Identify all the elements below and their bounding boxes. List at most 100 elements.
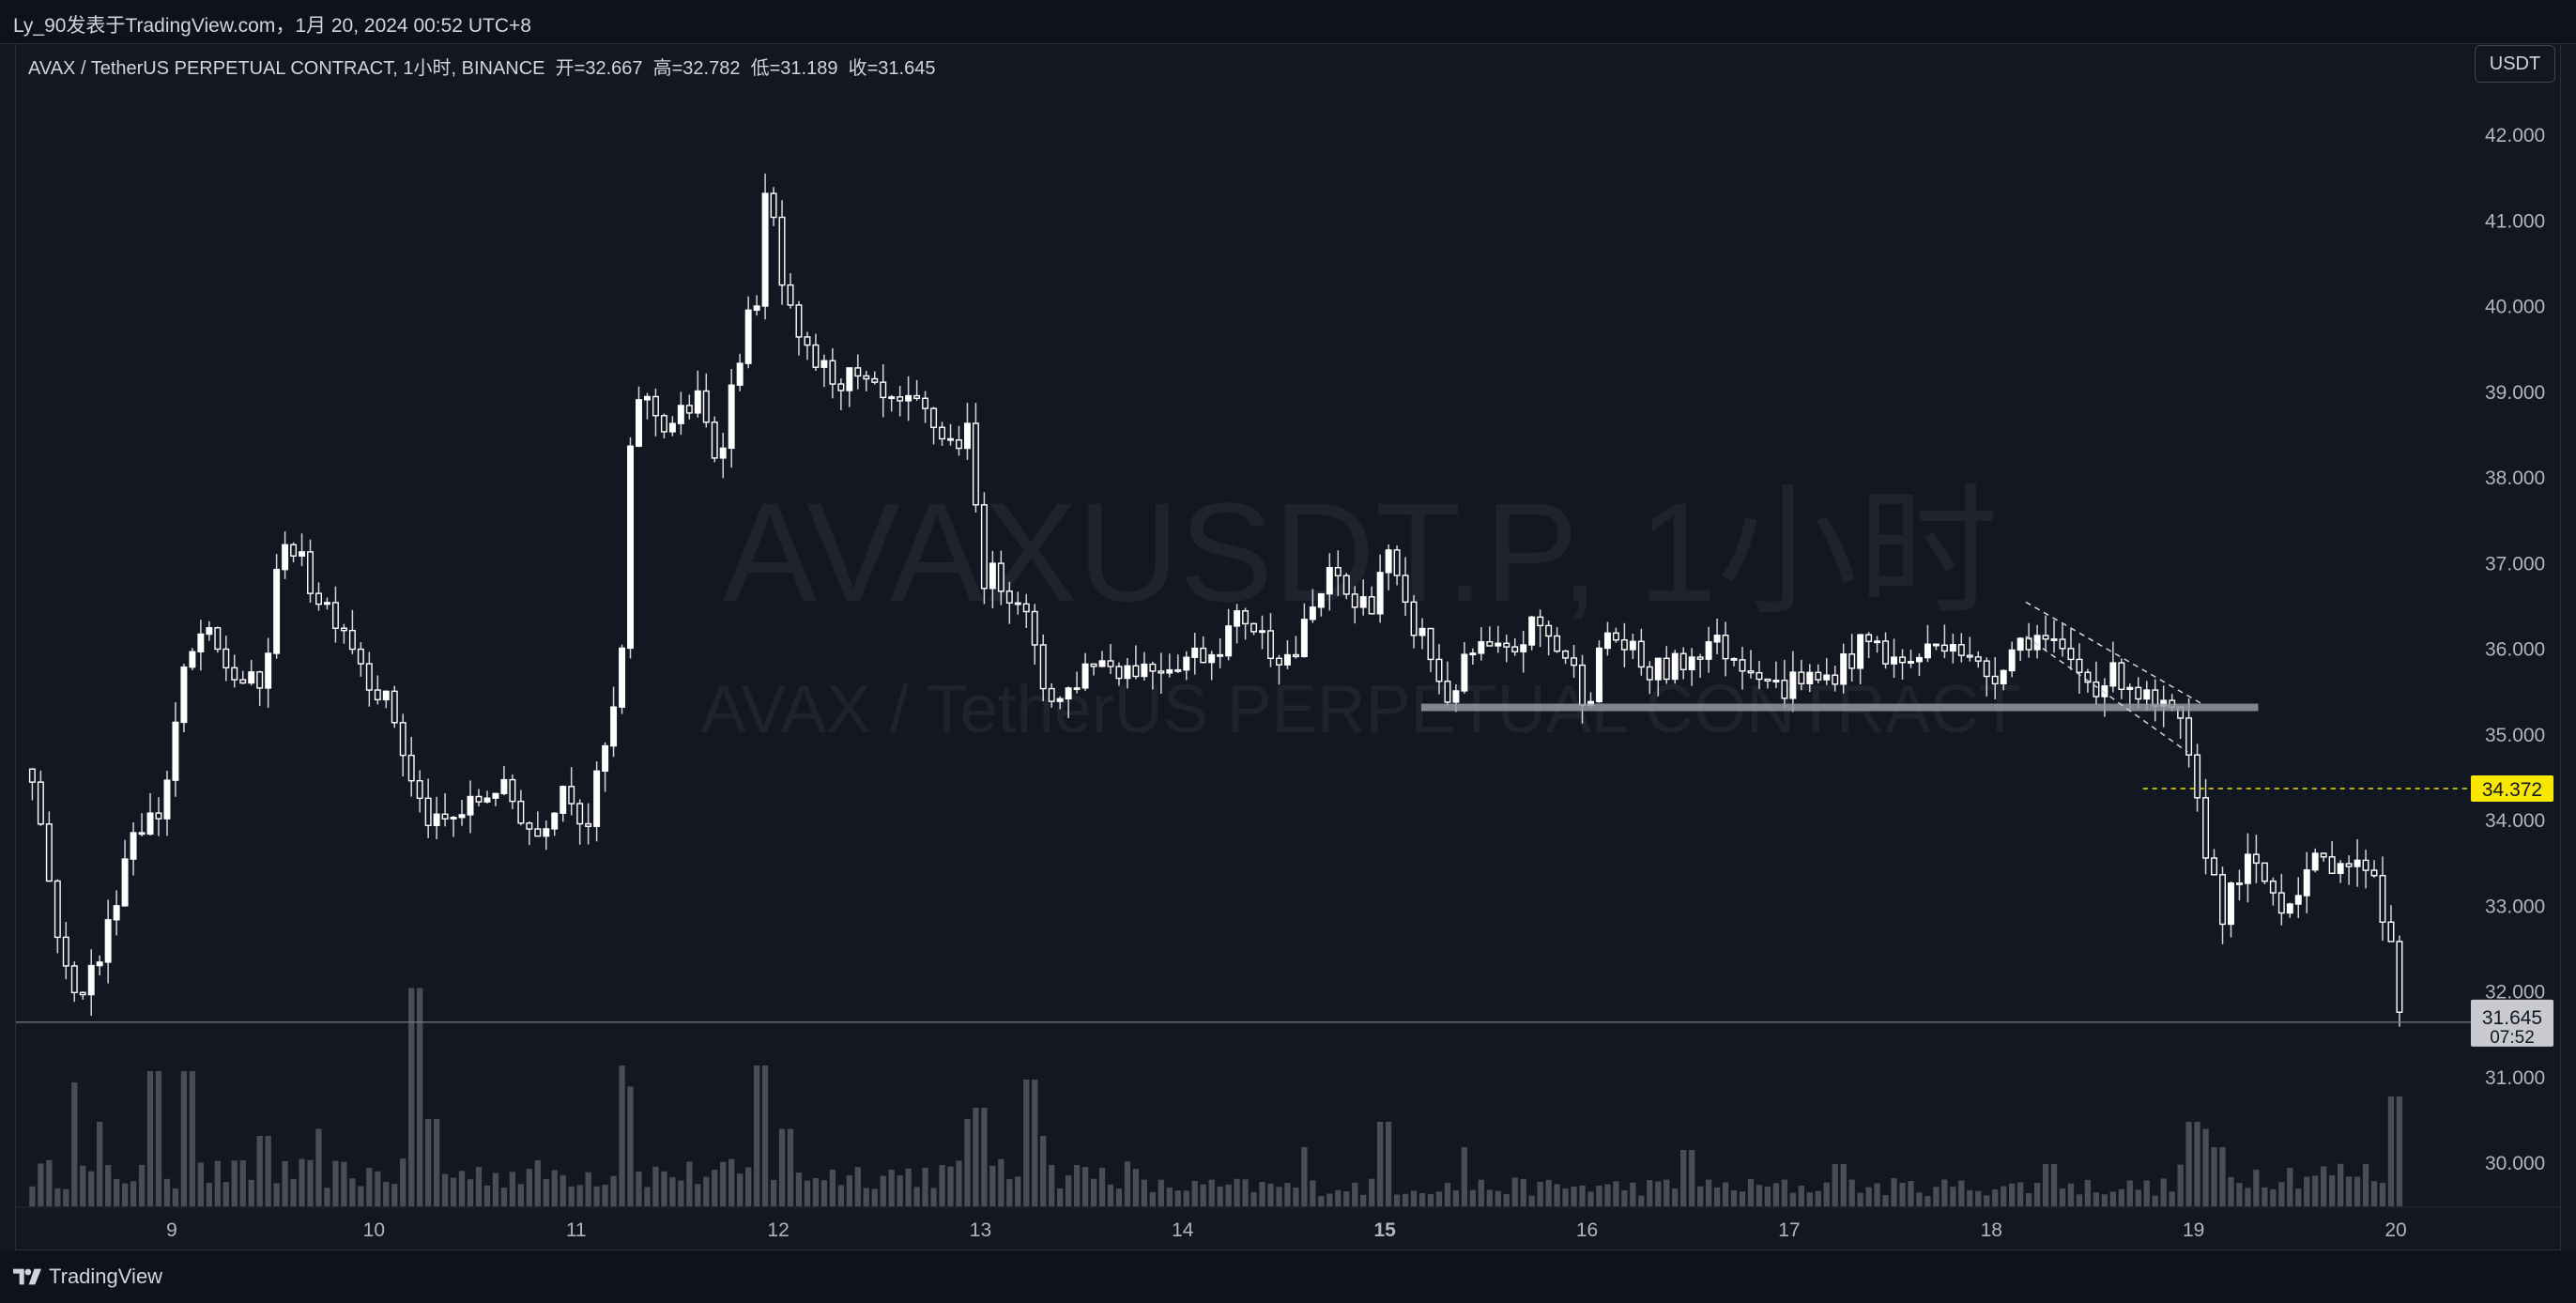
candle-up — [2143, 689, 2151, 700]
candle-down — [1848, 653, 1856, 669]
volume-bar — [1865, 1187, 1872, 1206]
volume-bar — [1941, 1179, 1948, 1206]
volume-bar — [1335, 1189, 1342, 1206]
candle-down — [1637, 640, 1645, 668]
volume-bar — [1259, 1182, 1265, 1206]
volume-bar — [1242, 1179, 1249, 1206]
candle-down — [509, 778, 516, 803]
candle-up — [1469, 652, 1477, 656]
candle-down — [972, 422, 979, 506]
currency-unit-button[interactable]: USDT — [2475, 45, 2555, 83]
volume-bar — [837, 1185, 844, 1206]
volume-bar — [315, 1128, 322, 1206]
candle-up — [2286, 903, 2293, 914]
candle-up — [483, 797, 491, 803]
candle-down — [2235, 882, 2243, 885]
candle-up — [172, 721, 179, 781]
candle-up — [736, 362, 744, 386]
volume-bar — [1444, 1182, 1451, 1206]
volume-bar — [1023, 1080, 1030, 1206]
volume-bar — [256, 1136, 263, 1206]
candle-up — [963, 422, 971, 450]
volume-bar — [1747, 1178, 1755, 1206]
price-tick-label: 32.000 — [2485, 982, 2545, 1004]
volume-bar — [2185, 1122, 2192, 1206]
candle-down — [1882, 640, 1890, 665]
volume-bar — [1638, 1195, 1645, 1206]
volume-bar — [433, 1119, 440, 1206]
volume-bar — [1250, 1191, 1257, 1206]
candle-down — [1554, 635, 1561, 652]
symbol-legend[interactable]: AVAX / TetherUS PERPETUAL CONTRACT, 1小时,… — [28, 53, 935, 80]
candle-down — [1798, 671, 1805, 684]
candlesticks — [28, 173, 2403, 1027]
volume-bar — [2033, 1183, 2041, 1206]
candle-down — [871, 377, 879, 383]
volume-bar — [1418, 1193, 1426, 1206]
volume-bar — [1310, 1180, 1316, 1206]
candle-up — [1891, 656, 1898, 665]
symbol-description[interactable]: AVAX / TetherUS PERPETUAL CONTRACT, 1小时,… — [28, 58, 545, 79]
candle-down — [997, 562, 1004, 592]
volume-bar — [551, 1170, 558, 1206]
volume-bar — [695, 1184, 701, 1206]
volume-bar — [88, 1171, 95, 1206]
volume-bar — [1293, 1188, 1299, 1206]
volume-bar — [63, 1188, 69, 1206]
tradingview-logo[interactable]: TradingView — [13, 1264, 162, 1290]
candle-up — [1065, 687, 1072, 700]
candle-up — [1949, 644, 1956, 652]
candle-down — [1393, 549, 1401, 576]
volume-bar — [922, 1167, 928, 1206]
volume-bar — [2354, 1176, 2361, 1206]
volume-bar — [2042, 1164, 2049, 1206]
candle-down — [702, 390, 710, 423]
volume-bar — [753, 1065, 760, 1206]
volume-bar — [1369, 1178, 1375, 1206]
price-tick-label: 42.000 — [2485, 125, 2545, 146]
candle-down — [256, 671, 264, 689]
candle-down — [1612, 632, 1619, 641]
candle-down — [795, 304, 803, 338]
volume-bar — [222, 1182, 229, 1206]
volume-bar — [1984, 1195, 1990, 1206]
alert-price-label: 34.372 — [2482, 779, 2542, 801]
volume-bar — [1975, 1190, 1982, 1206]
candle-down — [652, 395, 659, 417]
volume-bar — [1057, 1188, 1064, 1206]
candle-up — [1461, 653, 1468, 692]
candle-up — [1234, 610, 1241, 627]
chart-frame[interactable] — [15, 43, 2561, 1250]
candle-up — [753, 305, 760, 312]
volume-bar — [1680, 1150, 1687, 1206]
volume-bar — [2370, 1181, 2378, 1206]
volume-bar — [737, 1173, 744, 1206]
candle-down — [1267, 630, 1274, 660]
candle-down — [416, 780, 423, 800]
volume-bar — [1764, 1186, 1771, 1206]
candle-down — [1932, 643, 1940, 647]
candle-up — [846, 367, 853, 391]
volume-bar — [1891, 1178, 1897, 1206]
candle-up — [1713, 635, 1721, 643]
volume-bar — [1343, 1191, 1350, 1206]
volume-bar — [1772, 1183, 1780, 1206]
volume-bar — [1848, 1179, 1855, 1206]
candle-down — [1646, 666, 1653, 681]
candle-up — [492, 792, 499, 799]
volume-bar — [956, 1160, 962, 1206]
volume-bar — [483, 1185, 491, 1206]
candle-down — [2320, 852, 2327, 858]
candle-down — [1039, 644, 1047, 690]
candle-up — [1772, 680, 1780, 682]
volume-bar — [1360, 1194, 1367, 1206]
candle-down — [1444, 681, 1451, 703]
candle-down — [357, 648, 364, 665]
volume-bar — [1537, 1181, 1543, 1206]
candle-up — [1452, 690, 1460, 703]
volume-bar — [239, 1160, 246, 1206]
candle-down — [1022, 603, 1030, 613]
candle-up — [104, 919, 112, 963]
